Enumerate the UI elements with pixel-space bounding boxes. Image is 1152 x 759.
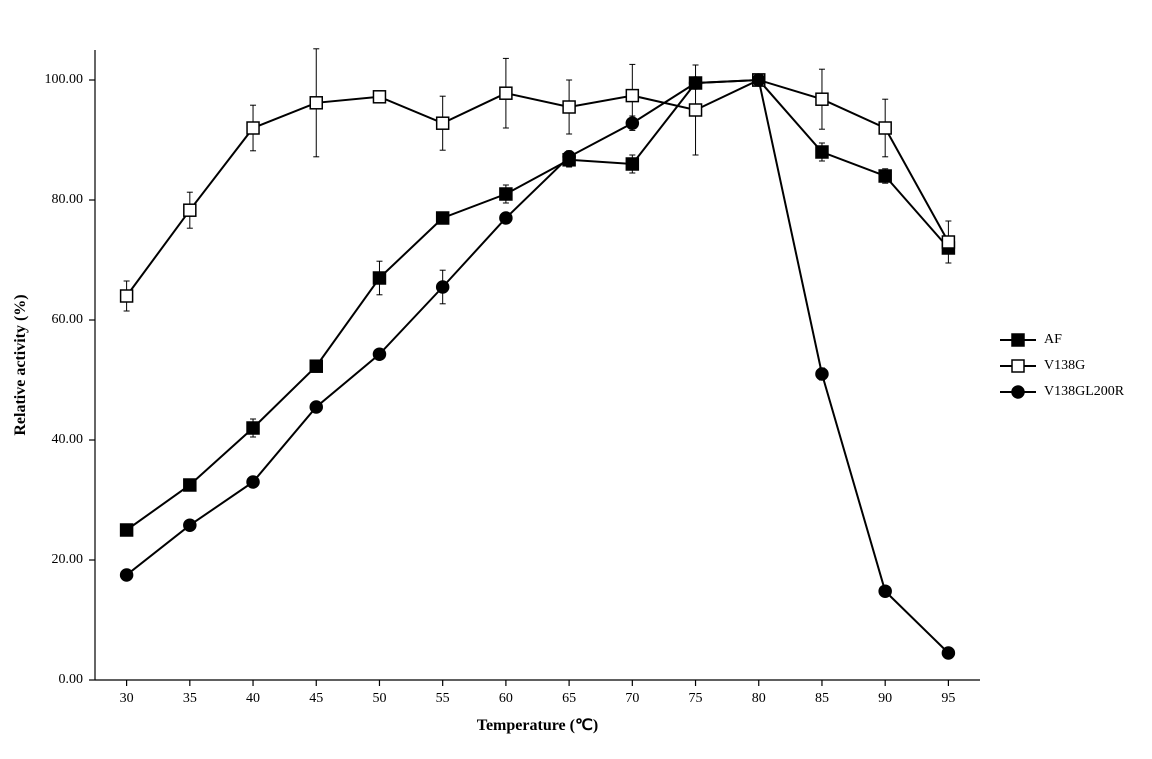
- x-tick-label: 45: [309, 691, 323, 706]
- marker-V138G: [626, 90, 638, 102]
- marker-V138G: [247, 122, 259, 134]
- y-axis-label: Relative activity (%): [12, 294, 29, 435]
- marker-V138GL200R: [563, 151, 575, 163]
- x-tick-label: 40: [246, 691, 260, 706]
- y-tick-label: 100.00: [45, 72, 84, 87]
- marker-AF: [247, 422, 259, 434]
- chart-svg: 0.00 20.00 40.00 60.00 80.00 100.00 30 35 40 45 50…: [0, 0, 1152, 759]
- marker-V138GL200R: [500, 212, 512, 224]
- x-tick-label: 35: [183, 691, 197, 706]
- marker-AF: [373, 272, 385, 284]
- y-tick-label: 40.00: [52, 432, 84, 447]
- marker-V138GL200R: [121, 569, 133, 581]
- x-tick-label: 85: [815, 691, 829, 706]
- marker-AF: [121, 524, 133, 536]
- marker-V138GL200R: [437, 281, 449, 293]
- marker-V138G: [373, 91, 385, 103]
- marker-AF: [500, 188, 512, 200]
- y-tick-label: 80.00: [52, 192, 84, 207]
- marker-V138GL200R: [753, 74, 765, 86]
- legend-label: AF: [1044, 332, 1062, 347]
- marker-V138GL200R: [310, 401, 322, 413]
- x-tick-label: 65: [562, 691, 576, 706]
- marker-V138G: [563, 101, 575, 113]
- x-tick-label: 50: [372, 691, 386, 706]
- marker-V138G: [500, 87, 512, 99]
- chart-background: [0, 0, 1152, 759]
- marker-V138GL200R: [184, 519, 196, 531]
- marker-V138GL200R: [942, 647, 954, 659]
- marker-V138GL200R: [879, 585, 891, 597]
- x-tick-label: 60: [499, 691, 513, 706]
- y-tick-label: 60.00: [52, 312, 84, 327]
- marker-AF: [816, 146, 828, 158]
- marker-V138G: [942, 236, 954, 248]
- marker-AF: [437, 212, 449, 224]
- x-tick-label: 80: [752, 691, 766, 706]
- y-tick-label: 20.00: [52, 552, 84, 567]
- marker-AF: [879, 170, 891, 182]
- marker-V138GL200R: [626, 117, 638, 129]
- marker-V138GL200R: [816, 368, 828, 380]
- x-tick-label: 90: [878, 691, 892, 706]
- x-tick-label: 30: [120, 691, 134, 706]
- marker-V138GL200R: [690, 77, 702, 89]
- legend-label: V138GL200R: [1044, 384, 1125, 399]
- x-tick-label: 95: [941, 691, 955, 706]
- marker-AF: [184, 479, 196, 491]
- y-tick-label: 0.00: [59, 672, 84, 687]
- marker-AF: [626, 158, 638, 170]
- marker-V138G: [816, 93, 828, 105]
- marker-V138G: [184, 204, 196, 216]
- marker-V138G: [121, 290, 133, 302]
- legend-marker: [1012, 386, 1024, 398]
- legend-label: V138G: [1044, 358, 1085, 373]
- legend-marker: [1012, 334, 1024, 346]
- x-tick-label: 75: [689, 691, 703, 706]
- x-axis-label: Temperature (℃): [477, 717, 599, 734]
- marker-AF: [310, 360, 322, 372]
- marker-V138G: [310, 97, 322, 109]
- marker-V138G: [437, 117, 449, 129]
- activity-temperature-chart: 0.00 20.00 40.00 60.00 80.00 100.00 30 35 40 45 50…: [0, 0, 1152, 759]
- x-tick-label: 70: [625, 691, 639, 706]
- marker-V138G: [879, 122, 891, 134]
- marker-V138GL200R: [373, 348, 385, 360]
- marker-V138G: [690, 104, 702, 116]
- marker-V138GL200R: [247, 476, 259, 488]
- legend-marker: [1012, 360, 1024, 372]
- x-tick-label: 55: [436, 691, 450, 706]
